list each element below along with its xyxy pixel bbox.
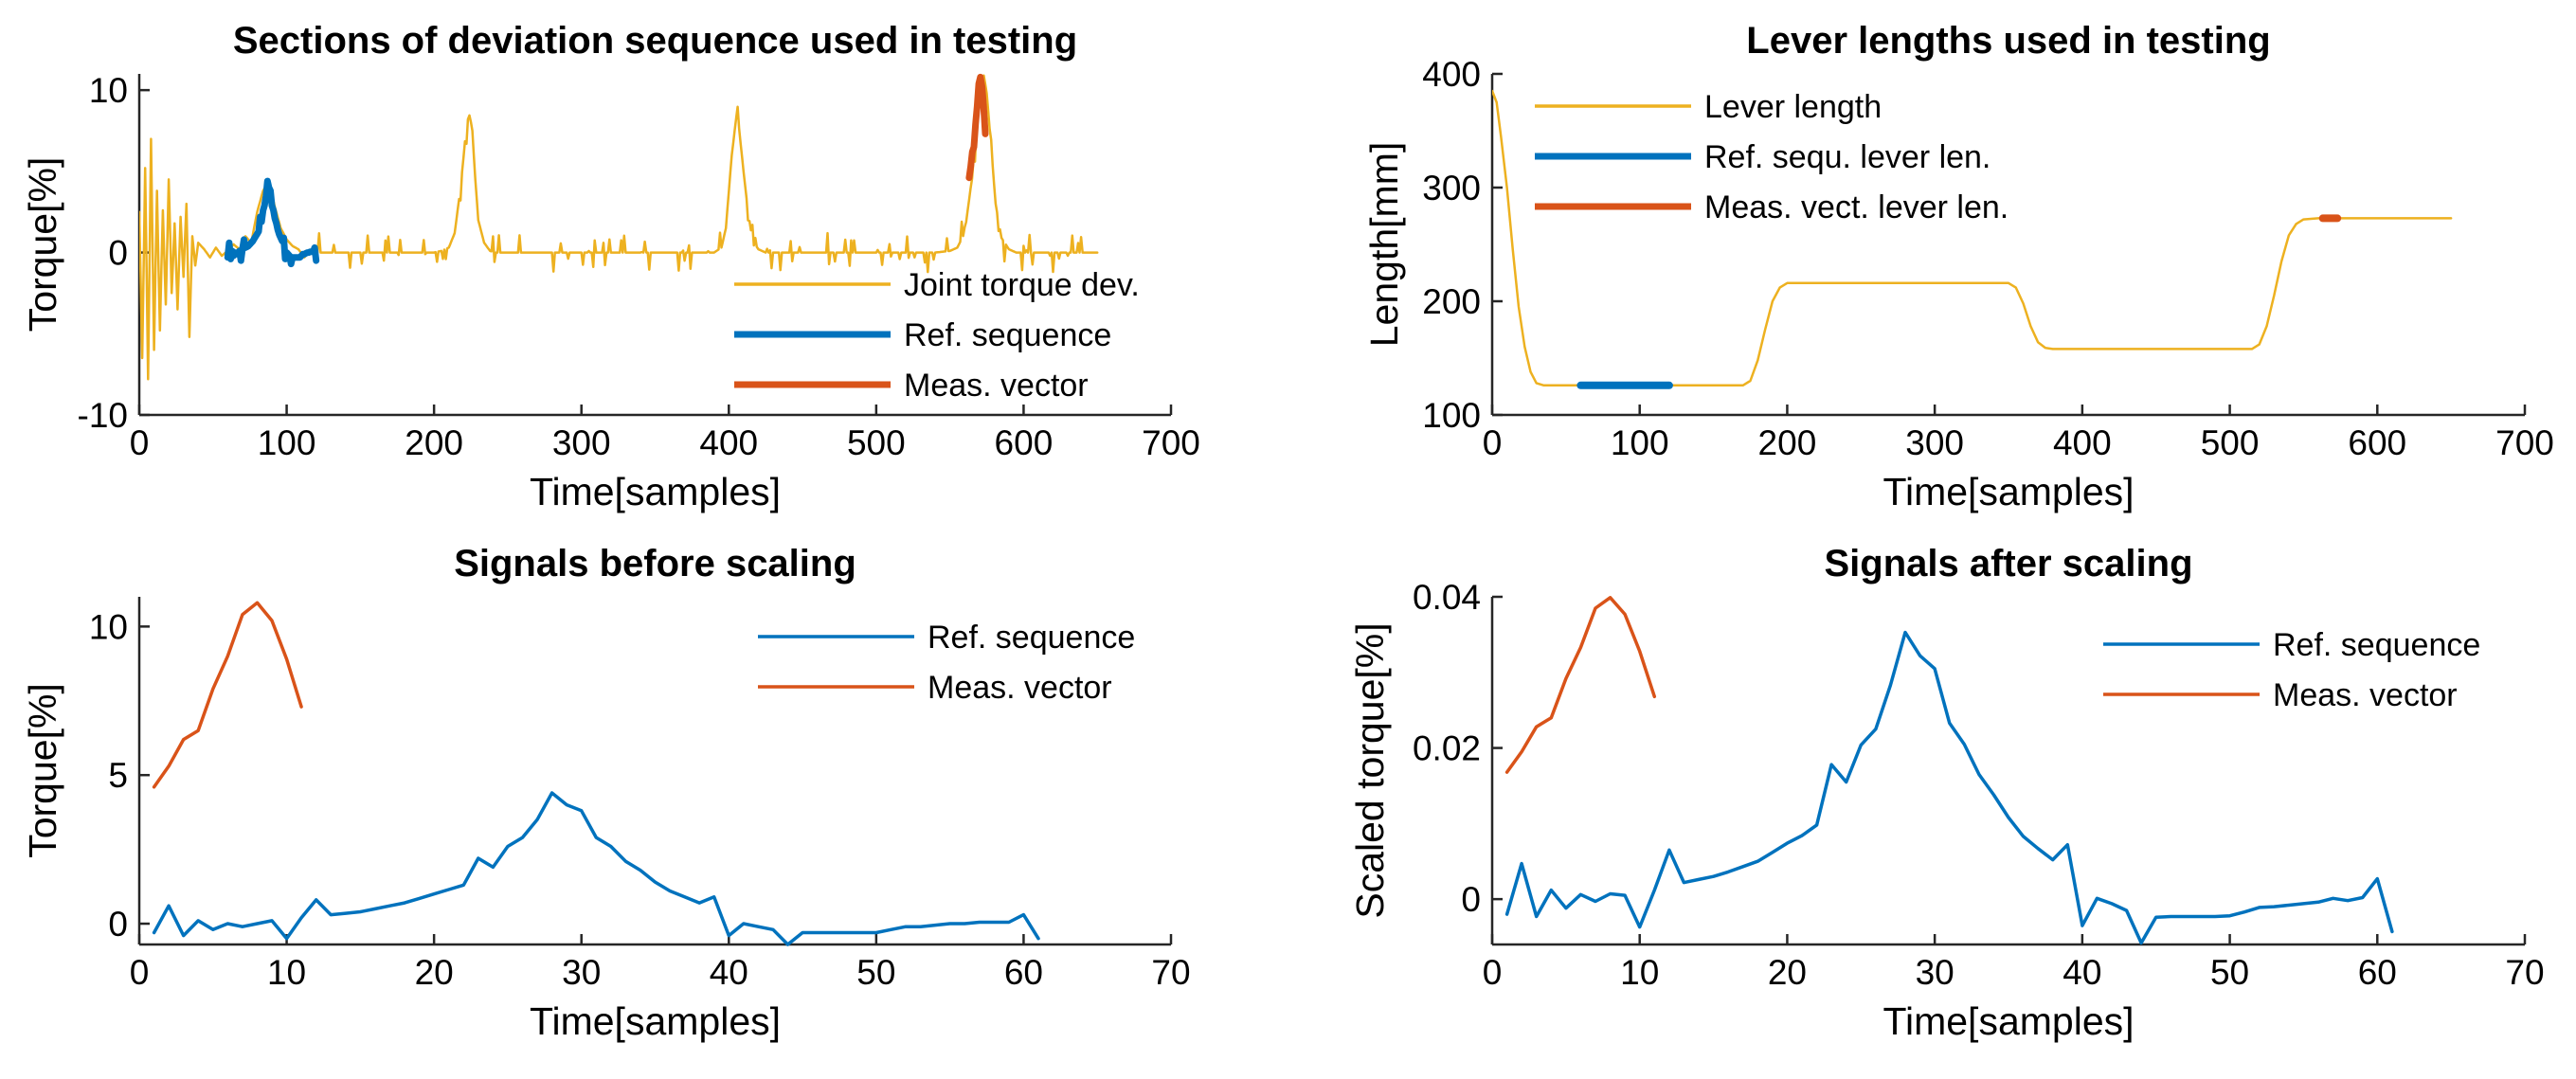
x-tick-label: 600: [2348, 423, 2406, 462]
legend-label: Meas. vector: [2273, 677, 2458, 713]
x-tick-label: 300: [552, 423, 611, 462]
chart-title: Signals after scaling: [1824, 543, 2192, 584]
legend-label: Ref. sequence: [928, 620, 1135, 656]
x-tick-label: 70: [1151, 953, 1190, 992]
series-line-meas-vector: [965, 73, 989, 182]
x-tick-label: 30: [562, 953, 601, 992]
series-group: [1504, 596, 2394, 945]
chart-p4: Signals after scaling 0 10 20 30 40 50 60 70 0 0.0…: [1348, 543, 2545, 1043]
x-tick-label: 400: [2053, 423, 2112, 462]
y-axis-label: Scaled torque[%]: [1348, 622, 1392, 918]
series-line-ref-sequence: [152, 791, 1040, 946]
y-tick-label: 0.02: [1413, 729, 1481, 768]
legend-label: Ref. sequence: [904, 317, 1111, 353]
x-tick-label: 50: [2210, 953, 2249, 992]
chart-p1: Sections of deviation sequence used in t…: [21, 20, 1200, 513]
y-axis-label: Length[mm]: [1362, 142, 1406, 348]
x-axis-label: Time[samples]: [1882, 999, 2134, 1043]
x-tick-label: 50: [856, 953, 895, 992]
y-tick-label: 5: [108, 756, 128, 795]
series-line-meas-vector: [1504, 596, 1657, 774]
series-line-lever-length: [1492, 89, 2453, 387]
legend-label: Ref. sequence: [2273, 627, 2480, 663]
x-tick-label: 40: [710, 953, 748, 992]
series-line-ref-sequence: [224, 177, 320, 268]
x-tick-label: 10: [267, 953, 306, 992]
legend: Joint torque dev. Ref. sequence Meas. vect…: [734, 267, 1140, 404]
plots-container: Sections of deviation sequence used in t…: [21, 20, 2554, 1043]
y-tick-label: 200: [1422, 282, 1481, 321]
legend-label: Ref. sequ. lever len.: [1704, 139, 1991, 175]
chart-p3: Signals before scaling 0 10 20 30 40 50 60 70 0 5 1…: [21, 543, 1191, 1043]
x-tick-label: 0: [1483, 423, 1503, 462]
legend: Lever length Ref. sequ. lever len. Meas. v…: [1535, 89, 2009, 225]
x-tick-label: 40: [2063, 953, 2101, 992]
x-tick-label: 100: [1611, 423, 1669, 462]
y-tick-label: 10: [89, 607, 128, 646]
x-tick-label: 200: [1758, 423, 1817, 462]
y-tick-label: 300: [1422, 169, 1481, 207]
legend-label: Joint torque dev.: [904, 267, 1140, 303]
x-tick-label: 70: [2505, 953, 2544, 992]
y-tick-label: 0: [108, 905, 128, 944]
x-tick-label: 60: [2358, 953, 2397, 992]
x-tick-label: 200: [405, 423, 463, 462]
legend-label: Meas. vect. lever len.: [1704, 189, 2009, 225]
y-tick-label: 0: [1461, 880, 1481, 919]
series-group: [1492, 89, 2453, 389]
x-tick-label: 100: [258, 423, 316, 462]
x-axis-label: Time[samples]: [530, 999, 781, 1043]
chart-title: Lever lengths used in testing: [1746, 20, 2270, 62]
x-tick-label: 300: [1905, 423, 1964, 462]
x-tick-label: 700: [1142, 423, 1200, 462]
x-tick-label: 60: [1004, 953, 1043, 992]
series-group: [139, 73, 1099, 381]
series-line-meas-vector: [152, 601, 303, 789]
y-tick-label: 0: [108, 234, 128, 273]
legend-label: Meas. vector: [904, 368, 1089, 404]
series-line-ref-sequence: [1504, 630, 2394, 945]
x-tick-label: 500: [847, 423, 906, 462]
y-tick-label: 100: [1422, 396, 1481, 435]
legend-label: Lever length: [1704, 89, 1882, 125]
chart-title: Signals before scaling: [454, 543, 856, 584]
y-tick-label: -10: [78, 396, 128, 435]
y-tick-label: 0.04: [1413, 578, 1481, 617]
y-axis-label: Torque[%]: [21, 157, 64, 333]
legend: Ref. sequence Meas. vector: [2103, 627, 2480, 713]
x-tick-label: 0: [130, 423, 150, 462]
legend-label: Meas. vector: [928, 670, 1112, 706]
chart-title: Sections of deviation sequence used in t…: [233, 20, 1077, 62]
x-tick-label: 30: [1916, 953, 1955, 992]
y-tick-label: 10: [89, 71, 128, 110]
x-tick-label: 700: [2495, 423, 2554, 462]
x-tick-label: 500: [2201, 423, 2260, 462]
x-tick-label: 20: [1768, 953, 1807, 992]
x-tick-label: 0: [130, 953, 150, 992]
x-tick-label: 600: [995, 423, 1054, 462]
x-tick-label: 400: [699, 423, 758, 462]
x-tick-label: 0: [1483, 953, 1503, 992]
x-tick-label: 20: [415, 953, 454, 992]
legend: Ref. sequence Meas. vector: [758, 620, 1135, 706]
x-axis-label: Time[samples]: [530, 470, 781, 513]
x-tick-label: 10: [1620, 953, 1659, 992]
series-line-joint-torque-dev: [139, 74, 1099, 381]
x-axis-label: Time[samples]: [1882, 470, 2134, 513]
y-tick-label: 400: [1422, 55, 1481, 94]
series-group: [152, 601, 1040, 946]
y-axis-label: Torque[%]: [21, 683, 64, 858]
